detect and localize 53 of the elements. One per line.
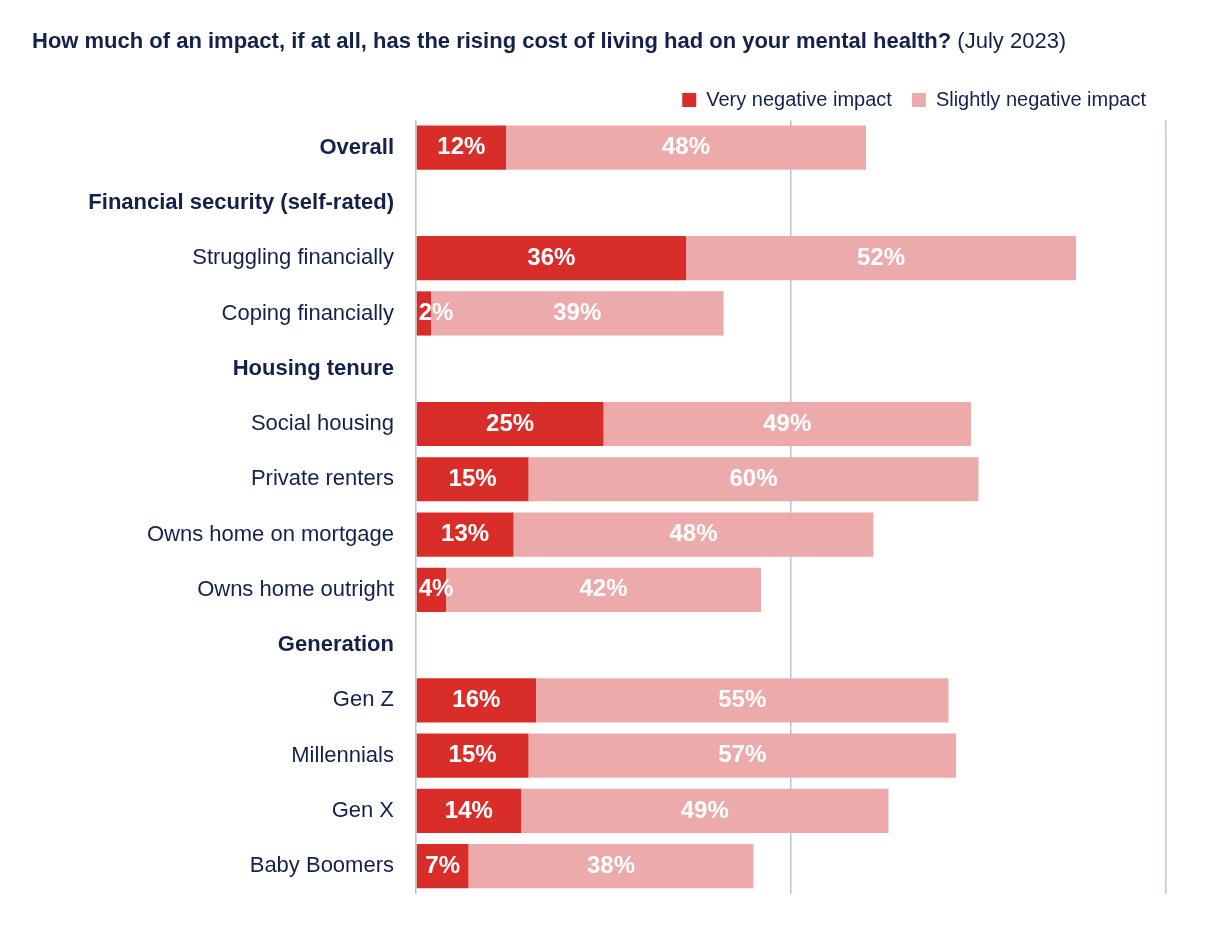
bar	[416, 236, 686, 281]
bar	[416, 733, 529, 778]
y-tick-label: Gen Z	[332, 686, 394, 712]
data-label: 36%	[527, 242, 576, 270]
bar	[416, 512, 514, 557]
y-tick-label: Millennials	[291, 741, 394, 767]
y-tick-label: Gen X	[331, 796, 395, 822]
data-label: 13%	[441, 519, 490, 547]
data-label: 49%	[680, 795, 729, 823]
y-tick-label: Owns home outright	[197, 575, 394, 601]
bar	[506, 125, 866, 170]
data-label: 48%	[669, 519, 718, 547]
chart-title: How much of an impact, if at all, has the rising cost of living had on your mental health?	[32, 28, 952, 53]
bar	[416, 401, 604, 447]
bar	[513, 512, 874, 557]
y-tick-label: Social housing	[250, 410, 394, 436]
bar	[416, 457, 529, 502]
legend-label: Very negative impact	[706, 87, 893, 110]
data-label: 12%	[437, 132, 486, 160]
y-tick-label: Coping financially	[221, 299, 394, 325]
bar	[603, 401, 971, 447]
bar	[528, 457, 979, 502]
data-label: 39%	[553, 298, 602, 326]
y-tick-label: Housing tenure	[232, 354, 394, 380]
y-tick-label: Financial security (self-rated)	[88, 188, 394, 214]
data-label: 7%	[425, 850, 460, 878]
data-label: 55%	[718, 684, 767, 712]
bar	[468, 844, 754, 889]
data-label: 48%	[661, 132, 711, 160]
bar	[416, 678, 536, 723]
data-label: 38%	[586, 850, 636, 878]
data-label: 57%	[718, 740, 767, 768]
y-tick-label: Generation	[277, 631, 394, 657]
data-label: 16%	[452, 684, 501, 712]
chart-subtitle: (July 2023)	[957, 28, 1067, 53]
data-label: 15%	[448, 740, 497, 768]
bar	[536, 678, 949, 723]
bar	[686, 236, 1076, 281]
data-label: 14%	[444, 795, 493, 823]
y-tick-label: Overall	[319, 133, 394, 159]
legend-label: Slightly negative impact	[935, 87, 1147, 110]
data-label: 49%	[763, 408, 812, 436]
data-label: 52%	[856, 242, 906, 270]
data-label: 60%	[729, 463, 778, 491]
bar	[521, 788, 889, 833]
bar	[528, 733, 956, 778]
y-tick-label: Struggling financially	[192, 244, 394, 270]
data-label: 15%	[448, 463, 497, 491]
y-tick-label: Owns home on mortgage	[146, 520, 394, 546]
data-label: 25%	[486, 408, 535, 436]
data-label: 42%	[579, 574, 628, 602]
y-tick-label: Baby Boomers	[249, 852, 394, 878]
y-tick-label: Private renters	[250, 465, 394, 491]
